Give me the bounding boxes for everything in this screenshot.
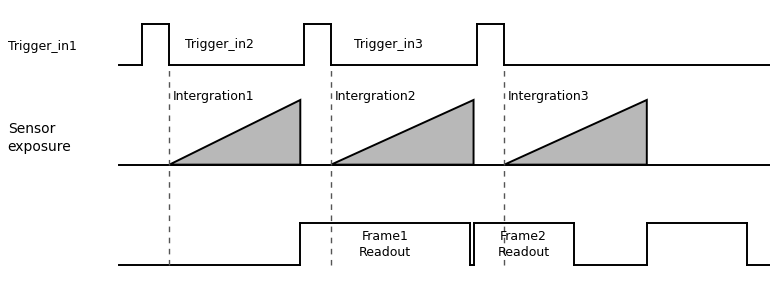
Text: Frame2
Readout: Frame2 Readout: [497, 230, 550, 258]
Polygon shape: [169, 100, 300, 165]
Text: Intergration1: Intergration1: [173, 90, 255, 103]
Text: Intergration3: Intergration3: [508, 90, 590, 103]
Polygon shape: [331, 100, 474, 165]
Text: Trigger_in3: Trigger_in3: [354, 38, 423, 51]
Text: Trigger_in2: Trigger_in2: [185, 38, 253, 51]
Text: Sensor
exposure: Sensor exposure: [8, 122, 72, 154]
Text: Frame1
Readout: Frame1 Readout: [359, 230, 411, 258]
Text: Intergration2: Intergration2: [335, 90, 417, 103]
Polygon shape: [504, 100, 647, 165]
Text: Trigger_in1: Trigger_in1: [8, 40, 76, 53]
